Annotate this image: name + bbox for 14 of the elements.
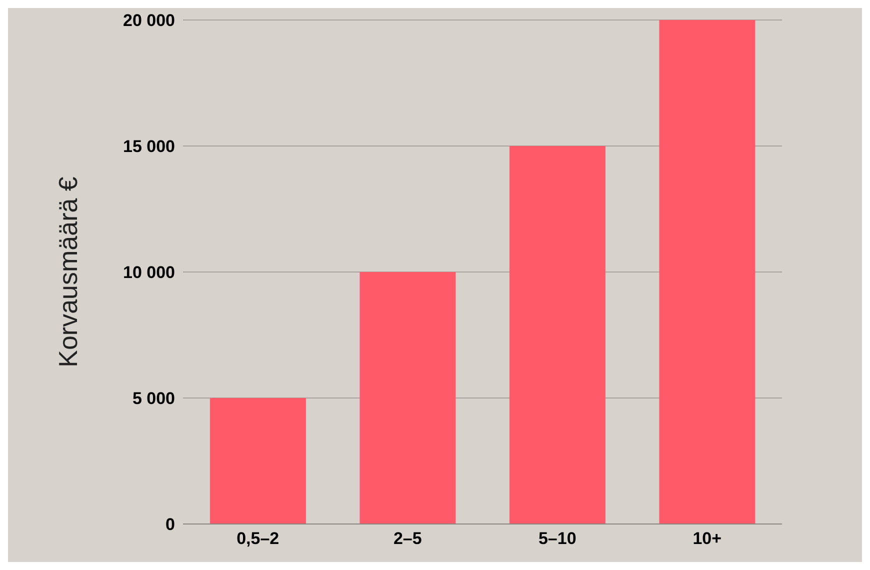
x-tick-label: 0,5–2	[236, 529, 280, 548]
y-tick-label: 5 000	[132, 389, 175, 408]
y-tick-label: 10 000	[123, 263, 175, 282]
y-tick-label: 0	[166, 515, 175, 534]
y-axis-title: Korvausmäärä €	[53, 176, 84, 368]
x-tick-label: 2–5	[393, 529, 422, 548]
x-tick-label: 10+	[692, 529, 722, 548]
x-tick-label: 5–10	[538, 529, 576, 548]
bar	[210, 398, 306, 524]
y-tick-label: 20 000	[123, 11, 175, 30]
y-tick-label: 15 000	[123, 137, 175, 156]
bar	[659, 20, 756, 524]
bar	[360, 272, 456, 524]
bar	[509, 146, 606, 524]
